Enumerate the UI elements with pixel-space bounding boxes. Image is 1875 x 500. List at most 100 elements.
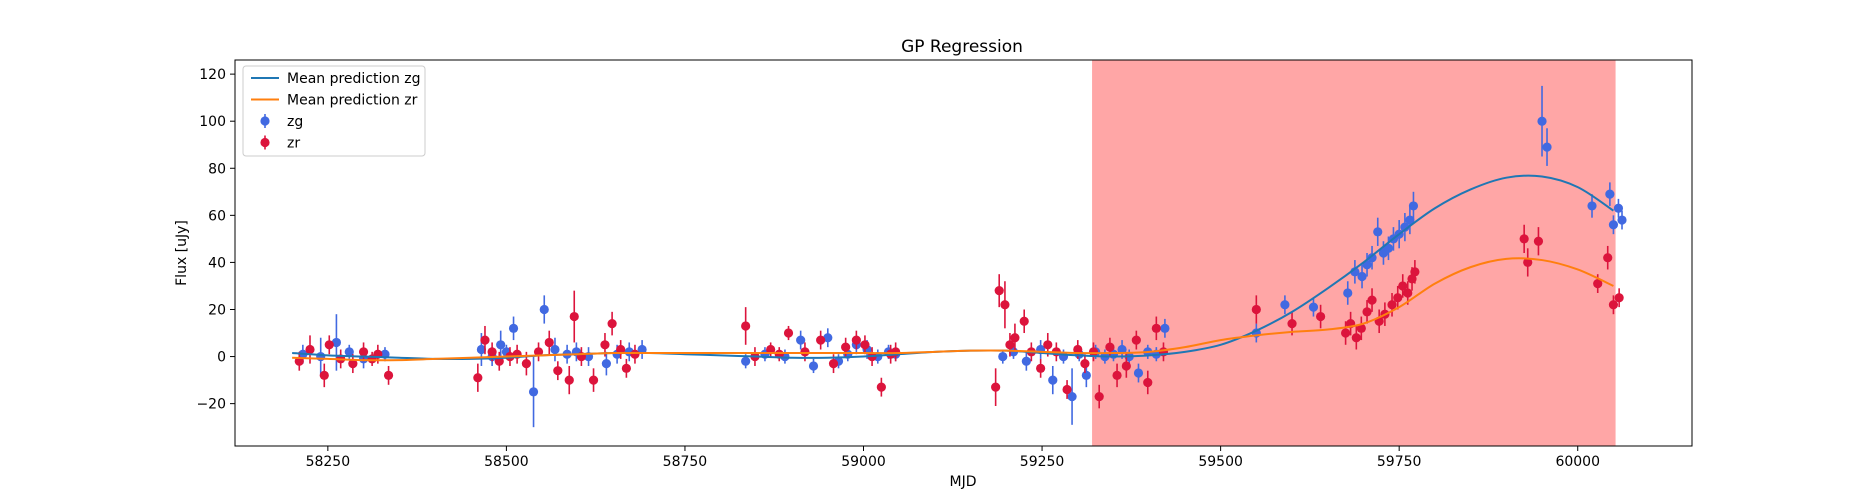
- x-tick-label: 59000: [841, 454, 886, 470]
- data-point-zr: [1341, 328, 1351, 338]
- data-point-zr: [1073, 344, 1083, 355]
- data-point-zr: [1105, 342, 1115, 352]
- y-tick-label: 100: [199, 114, 226, 130]
- data-point-zr: [783, 328, 794, 338]
- data-point-zg: [1400, 222, 1410, 232]
- x-tick-label: 58500: [484, 454, 529, 470]
- data-point-zr: [544, 337, 554, 348]
- data-point-zr: [630, 349, 640, 359]
- data-point-zr: [1151, 323, 1161, 333]
- data-point-zg: [528, 387, 539, 397]
- data-point-zr: [1036, 363, 1046, 373]
- x-tick-label: 60000: [1555, 454, 1600, 470]
- legend-entry: Mean prediction zg: [251, 71, 421, 87]
- data-point-zr: [991, 382, 1001, 392]
- data-point-zg: [741, 356, 751, 366]
- data-point-zg: [1367, 253, 1377, 263]
- plot-area: [292, 60, 1627, 446]
- data-point-zg: [1542, 142, 1552, 152]
- data-point-zg: [331, 337, 342, 348]
- data-point-zr: [1043, 340, 1053, 350]
- data-point-zr: [1121, 361, 1131, 371]
- data-point-zr: [1533, 236, 1544, 246]
- legend-entry: Mean prediction zr: [251, 93, 418, 109]
- axis-ticks: 58250 58500 58750 59000 59250 59500 59750 60000…: [196, 67, 1600, 470]
- data-point-zr: [1398, 281, 1408, 291]
- legend-marker-swatch: [260, 137, 270, 148]
- data-point-zr: [851, 335, 861, 345]
- data-point-zg: [1160, 323, 1170, 333]
- data-point-zr: [1005, 340, 1015, 350]
- data-point-zg: [508, 323, 519, 333]
- data-point-zr: [533, 347, 544, 357]
- data-point-zg: [344, 347, 354, 357]
- data-point-zr: [1393, 293, 1403, 303]
- data-point-zr: [1356, 323, 1366, 333]
- data-point-zg: [1608, 220, 1619, 230]
- data-point-zg: [1117, 344, 1127, 355]
- data-point-zr: [616, 344, 626, 355]
- data-point-zr: [766, 344, 776, 355]
- legend-label: zr: [287, 136, 300, 152]
- data-point-zg: [1308, 302, 1319, 312]
- data-point-zr: [305, 344, 315, 355]
- data-point-zg: [601, 359, 611, 369]
- data-point-zr: [348, 359, 358, 369]
- data-point-zr: [1094, 391, 1104, 402]
- data-point-zr: [876, 382, 886, 392]
- data-point-zr: [1010, 333, 1020, 343]
- data-point-zg: [496, 340, 506, 350]
- data-point-zg: [796, 335, 806, 345]
- y-tick-label: 40: [208, 255, 226, 271]
- data-point-zg: [1605, 189, 1615, 199]
- data-point-zg: [1081, 370, 1091, 380]
- y-tick-label: 60: [208, 208, 226, 224]
- data-point-zr: [1251, 304, 1261, 315]
- legend-marker-swatch: [260, 116, 270, 126]
- chart-title: GP Regression: [901, 37, 1023, 57]
- data-point-zr: [553, 366, 563, 376]
- y-axis-label: Flux [uJy]: [174, 220, 190, 286]
- data-point-zg: [1613, 203, 1624, 213]
- data-point-zr: [1143, 377, 1153, 388]
- x-tick-label: 59500: [1198, 454, 1243, 470]
- legend-label: Mean prediction zg: [287, 71, 421, 87]
- legend: Mean prediction zg Mean prediction zr zg zr: [242, 65, 426, 157]
- data-point-zg: [539, 304, 549, 315]
- data-point-zr: [1410, 267, 1420, 277]
- y-tick-label: −20: [196, 397, 226, 413]
- legend-label: zg: [287, 114, 303, 130]
- data-point-zg: [1067, 391, 1077, 402]
- data-point-zg: [1133, 368, 1144, 378]
- x-tick-label: 58250: [306, 454, 351, 470]
- data-point-zr: [1387, 300, 1397, 310]
- y-tick-label: 0: [217, 350, 226, 366]
- data-point-zr: [816, 335, 826, 345]
- x-tick-label: 59250: [1020, 454, 1065, 470]
- legend-entry: zr: [260, 135, 300, 152]
- data-point-zr: [1608, 300, 1619, 310]
- data-point-zr: [1593, 278, 1603, 289]
- data-point-zr: [1614, 293, 1624, 303]
- data-point-zr: [600, 340, 610, 350]
- data-point-zr: [564, 375, 574, 385]
- data-point-zr: [1287, 319, 1297, 329]
- data-point-zr: [1603, 253, 1613, 263]
- data-point-zg: [1280, 300, 1290, 310]
- legend-box: [242, 65, 426, 157]
- data-point-zr: [607, 319, 617, 329]
- x-axis-label: MJD: [950, 474, 977, 490]
- highlight-region: [1092, 60, 1616, 446]
- data-point-zr: [1062, 384, 1072, 395]
- data-point-zg: [476, 344, 487, 355]
- legend-label: Mean prediction zr: [287, 93, 418, 109]
- data-point-zr: [1403, 288, 1413, 298]
- data-point-zr: [741, 321, 751, 331]
- data-point-zr: [487, 347, 497, 357]
- data-point-zr: [1131, 335, 1141, 345]
- data-point-zr: [1080, 359, 1090, 369]
- data-point-zr: [994, 286, 1004, 296]
- data-point-zr: [1367, 295, 1377, 305]
- data-point-zg: [1587, 201, 1597, 211]
- data-point-zr: [521, 359, 532, 369]
